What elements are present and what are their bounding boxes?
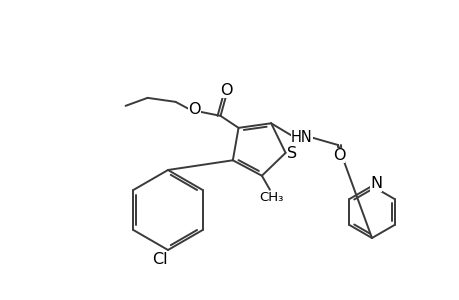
Text: N: N: [369, 176, 381, 191]
Text: CH₃: CH₃: [259, 191, 284, 204]
Text: O: O: [220, 83, 232, 98]
Text: S: S: [286, 146, 296, 161]
Text: Cl: Cl: [152, 251, 168, 266]
Text: HN: HN: [291, 130, 312, 145]
Text: O: O: [188, 102, 201, 117]
Text: O: O: [332, 148, 345, 163]
